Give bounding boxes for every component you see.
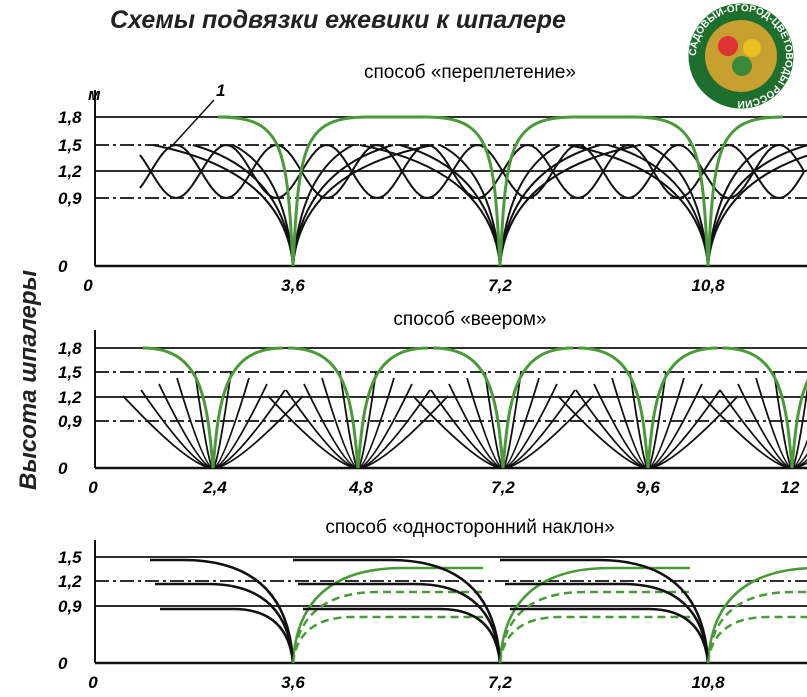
cane — [632, 115, 710, 267]
cane — [293, 558, 502, 664]
cane — [292, 144, 394, 267]
cane — [706, 566, 807, 664]
y-tick-label: 1,2 — [58, 162, 82, 181]
y-tick-label: 1,8 — [58, 339, 82, 358]
title: Схемы подвязки ежевики к шпалере — [110, 6, 566, 34]
x-tick-label: 0 — [88, 673, 98, 692]
x-tick-label: 10,8 — [691, 276, 725, 295]
panel-title: способ «односторонний наклон» — [325, 517, 614, 538]
cane — [499, 144, 641, 267]
cane — [498, 615, 690, 664]
y-tick-label: 1,8 — [58, 108, 82, 127]
cane — [499, 144, 601, 267]
cane — [577, 346, 650, 469]
x-tick-label: 4,8 — [348, 478, 373, 497]
y-tick-label: 0,9 — [58, 189, 82, 208]
cane — [500, 558, 710, 664]
y-axis-label: Высота шпалеры — [15, 270, 42, 490]
x-tick-label: 0 — [88, 478, 98, 497]
cane — [790, 379, 807, 469]
x-tick-label: 2,4 — [202, 478, 227, 497]
cane — [399, 144, 501, 267]
cane — [291, 590, 483, 664]
cane — [706, 115, 784, 267]
cane — [498, 566, 690, 664]
x-tick-label: 7,2 — [488, 673, 512, 692]
cane — [359, 144, 501, 267]
y-tick-label: 0 — [58, 654, 68, 673]
x-tick-label: 12 — [781, 478, 800, 497]
cane — [505, 582, 710, 664]
cane — [646, 346, 719, 469]
cane — [501, 346, 574, 469]
y-tick-label: 0,9 — [58, 412, 82, 431]
cane — [424, 115, 502, 267]
cane — [510, 607, 710, 664]
unit: м — [88, 85, 101, 104]
cane — [139, 143, 805, 200]
x-tick-label: 9,6 — [636, 478, 660, 497]
callout-line — [171, 99, 215, 147]
x-tick-label: 7,2 — [491, 478, 515, 497]
y-tick-label: 1,5 — [58, 136, 82, 155]
y-tick-label: 0 — [58, 257, 68, 276]
cane — [287, 346, 360, 469]
cane — [291, 615, 483, 664]
panel-title: способ «переплетение» — [364, 62, 576, 83]
cane — [291, 115, 369, 267]
cane — [721, 346, 794, 469]
x-tick-label: 7,2 — [488, 276, 512, 295]
cane — [217, 115, 295, 267]
cane — [498, 115, 576, 267]
cane — [211, 346, 284, 469]
x-tick-label: 3,6 — [281, 673, 305, 692]
logo: САДОВЫЙ-ОГОРОД-ЦВЕТОВОДЫ РОССИИ — [685, 0, 797, 112]
x-tick-label: 3,6 — [281, 276, 305, 295]
cane — [292, 144, 434, 267]
cane — [706, 590, 807, 664]
cane — [139, 143, 805, 200]
cane — [152, 144, 294, 267]
cane — [298, 582, 502, 664]
cane — [291, 566, 483, 664]
panel-title: способ «веером» — [393, 309, 546, 330]
cane — [303, 607, 502, 664]
cane — [707, 144, 807, 267]
cane — [432, 346, 505, 469]
cane — [498, 590, 690, 664]
cane — [150, 558, 295, 664]
cane — [706, 615, 807, 664]
x-tick-label: 10,8 — [691, 673, 725, 692]
y-tick-label: 0,9 — [58, 597, 82, 616]
cane — [707, 154, 807, 267]
y-tick-label: 1,5 — [58, 548, 82, 567]
y-tick-label: 1,2 — [58, 388, 82, 407]
y-tick-label: 0 — [58, 459, 68, 478]
cane — [192, 144, 294, 267]
cane — [142, 346, 215, 469]
cane — [356, 346, 429, 469]
y-tick-label: 1,2 — [58, 572, 82, 591]
cane — [160, 607, 295, 664]
cane — [567, 144, 709, 267]
callout: 1 — [216, 81, 225, 100]
y-tick-label: 1,5 — [58, 363, 82, 382]
x-tick-label: 0 — [83, 276, 93, 295]
